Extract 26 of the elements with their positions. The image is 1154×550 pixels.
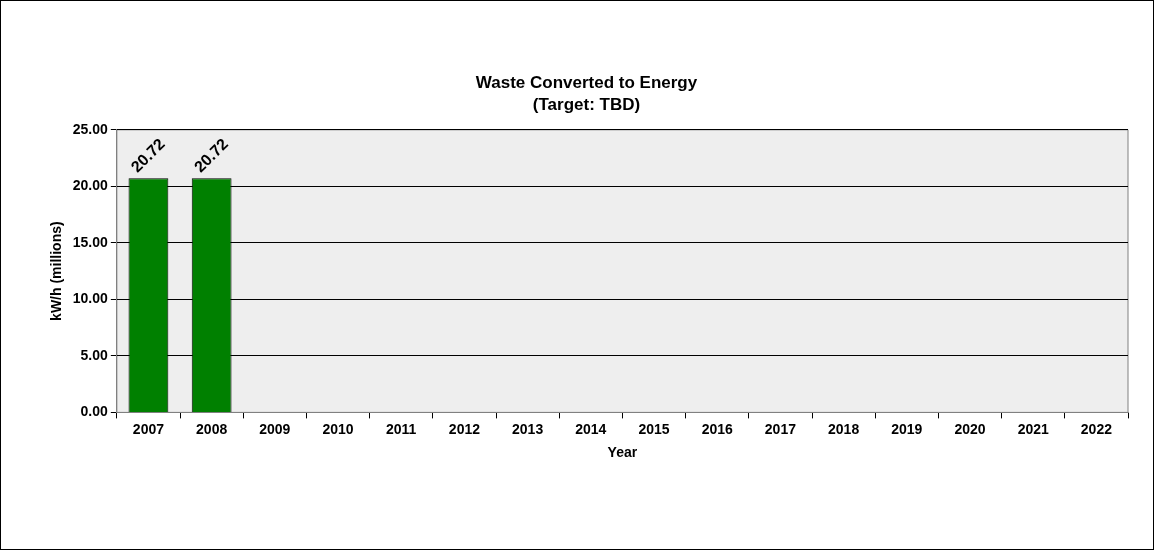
x-tick-label: 2010 [322, 420, 354, 437]
x-tick-label: 2019 [891, 420, 923, 437]
x-tick-label: 2014 [575, 420, 607, 437]
x-tick-label: 2015 [638, 420, 670, 437]
x-tick-label: 2011 [386, 420, 417, 437]
chart-subtitle: (Target: TBD) [532, 95, 641, 115]
x-tick-label: 2022 [1080, 420, 1113, 437]
y-tick-label: 20.00 [72, 177, 109, 194]
x-axis-title: Year [607, 444, 638, 461]
x-tick-label: 2017 [764, 420, 797, 437]
y-tick-label: 25.00 [72, 120, 109, 137]
y-tick-label: 0.00 [80, 403, 109, 420]
x-tick-label: 2012 [448, 420, 481, 437]
y-axis-title: kW/h (millions) [48, 221, 65, 321]
x-tick-label: 2008 [196, 420, 228, 437]
x-tick-label: 2018 [828, 420, 860, 437]
x-tick-label: 2009 [259, 420, 291, 437]
x-tick-label: 2020 [954, 420, 986, 437]
y-tick-label: 5.00 [80, 346, 109, 363]
y-tick-label: 15.00 [72, 233, 109, 250]
x-tick-label: 2007 [132, 420, 165, 437]
x-tick-label: 2016 [701, 420, 733, 437]
y-tick-label: 10.00 [72, 290, 109, 307]
chart-title: Waste Converted to Energy [475, 72, 698, 92]
x-tick-label: 2013 [512, 420, 544, 437]
x-tick-label: 2021 [1017, 420, 1049, 437]
